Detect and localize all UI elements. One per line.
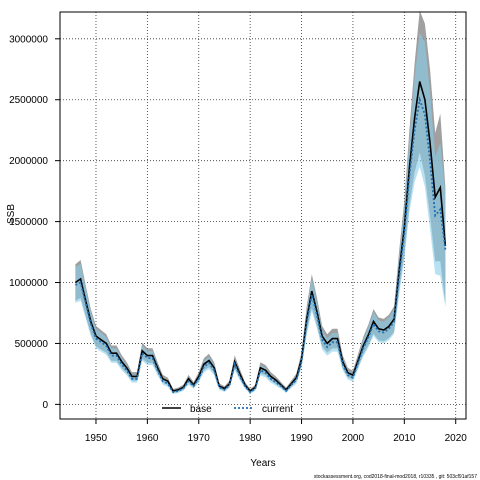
series-line-current [75,96,447,394]
y-axis-title: SSB [6,204,17,224]
series-line-base [74,81,447,393]
x-tick-label: 1990 [290,433,313,444]
y-tick-label: 2000000 [9,156,48,167]
x-axis: 1950 1960 1970 1980 1990 2000 2010 2020 [85,419,467,444]
footer-credit: stockassessment.org, cod2018-final-mod20… [313,474,477,480]
series-lines [74,81,447,394]
legend-label-current: current [262,404,293,415]
x-tick-label: 2020 [445,433,468,444]
y-tick-label: 1000000 [9,278,48,289]
confidence-bands [75,10,446,394]
x-axis-title: Years [250,458,275,469]
x-tick-label: 1950 [85,433,108,444]
y-tick-label: 1500000 [9,217,48,228]
x-tick-label: 1980 [239,433,262,444]
y-axis: 0 500000 1000000 1500000 2000000 2500000 30000… [9,34,60,411]
x-tick-label: 2010 [393,433,416,444]
y-tick-label: 3000000 [9,34,48,45]
y-tick-label: 500000 [15,339,49,350]
x-tick-label: 2000 [342,433,365,444]
legend-label-base: base [190,404,212,415]
x-tick-label: 1960 [136,433,159,444]
x-tick-label: 1970 [188,433,211,444]
y-tick-label: 2500000 [9,95,48,106]
legend: base current [162,404,293,415]
plot-frame [59,11,467,420]
y-tick-label: 0 [42,400,48,411]
band-current [75,32,446,394]
